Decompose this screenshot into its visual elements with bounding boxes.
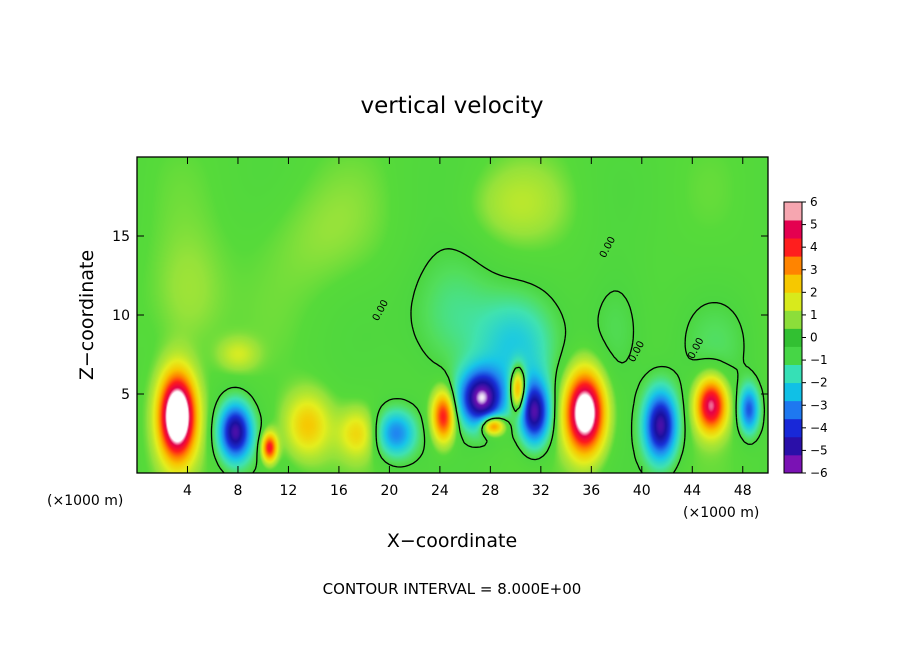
colorbar-tick-label: −5 [810, 443, 828, 457]
colorbar-cell [784, 346, 802, 365]
x-tick-label: 40 [633, 483, 651, 499]
y-axis-unit: (×1000 m) [47, 493, 123, 509]
colorbar-cell [784, 436, 802, 456]
x-tick-label: 16 [330, 483, 348, 499]
colorbar-tick-label: 3 [810, 263, 818, 277]
x-tick-label: 20 [380, 483, 398, 499]
zero-contour [210, 248, 766, 474]
colorbar-tick-label: 2 [810, 285, 818, 299]
x-tick-label: 12 [280, 483, 298, 499]
colorbar-tick-label: −3 [810, 398, 828, 412]
contour-interval-note: CONTOUR INTERVAL = 8.000E+00 [323, 580, 582, 598]
colorbar-tick-label: −6 [810, 466, 828, 480]
x-axis-unit: (×1000 m) [683, 505, 759, 521]
x-axis-ticks: 4 8 12 16 20 24 28 32 36 40 44 48 [183, 157, 752, 499]
colorbar-cell [784, 256, 802, 275]
x-tick-label: 24 [431, 483, 449, 499]
x-tick-label: 8 [233, 483, 242, 499]
colorbar-cell [784, 274, 802, 293]
colorbar-cell [784, 400, 802, 420]
y-tick-label: 5 [121, 387, 130, 403]
colorbar-tick-label: −1 [810, 353, 828, 367]
x-tick-label: 28 [481, 483, 499, 499]
colorbar-tick-label: 4 [810, 240, 818, 254]
colorbar-tick-label: 1 [810, 308, 818, 322]
colorbar-cell [784, 364, 802, 384]
y-axis-label: Z−coordinate [76, 250, 98, 380]
colorbar-cell [784, 202, 802, 221]
x-tick-label: 36 [582, 483, 600, 499]
x-tick-label: 4 [183, 483, 192, 499]
colorbar-cells [784, 202, 802, 474]
x-tick-label: 32 [532, 483, 550, 499]
x-tick-label: 48 [734, 483, 752, 499]
x-axis-label: X−coordinate [387, 530, 517, 552]
colorbar-tick-label: 0 [810, 331, 818, 345]
chart-title: vertical velocity [361, 93, 544, 119]
colorbar-cell [784, 238, 802, 257]
plot-area: 0.000.000.00 0.00 [136, 156, 769, 474]
colorbar: 6 5 4 3 2 1 0 −1 −2 −3 −4 −5 −6 [783, 195, 828, 480]
colorbar-cell [784, 292, 802, 311]
colorbar-cell [784, 220, 802, 239]
x-tick-label: 44 [683, 483, 701, 499]
colorbar-labels: 6 5 4 3 2 1 0 −1 −2 −3 −4 −5 −6 [802, 195, 828, 480]
colorbar-cell [784, 382, 802, 402]
y-axis-ticks: 5 10 15 [112, 229, 768, 403]
colorbar-tick-label: −4 [810, 421, 828, 435]
y-tick-label: 10 [112, 308, 130, 324]
colorbar-tick-label: 6 [810, 195, 818, 209]
colorbar-cell [784, 454, 802, 474]
velocity-field [137, 157, 768, 473]
y-tick-label: 15 [112, 229, 130, 245]
colorbar-cell [784, 328, 802, 347]
colorbar-tick-label: 5 [810, 218, 818, 232]
colorbar-cell [784, 310, 802, 329]
colorbar-cell [784, 418, 802, 438]
colorbar-tick-label: −2 [810, 376, 828, 390]
